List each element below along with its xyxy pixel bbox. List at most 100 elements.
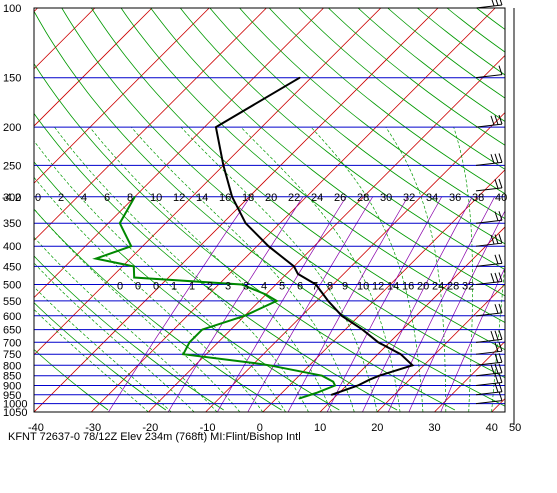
pressure-tick-label: 450 <box>3 261 21 273</box>
wind-barb <box>475 211 503 224</box>
pressure-tick-label: 100 <box>3 3 21 15</box>
dry-adiabat-lines <box>34 8 505 411</box>
moist-adiabat-line <box>34 176 264 412</box>
upper-scale-label: 16 <box>219 192 231 204</box>
upper-scale-label: 0 <box>35 192 41 204</box>
dewpoint-line-point <box>315 392 317 394</box>
dry-adiabat-line <box>34 302 167 411</box>
dry-adiabat-line <box>298 8 505 170</box>
isobar-lines <box>34 8 505 412</box>
moist-adiabat-line <box>240 126 401 412</box>
dry-adiabat-line <box>268 8 505 195</box>
temperature-line-point <box>368 378 371 381</box>
isotherm-line <box>262 169 505 412</box>
wind-barb-feather <box>498 391 503 401</box>
temperature-line-point <box>411 364 414 367</box>
dewpoint-line-point <box>253 362 256 364</box>
wind-barb-feather <box>498 353 503 363</box>
temperature-line-point <box>327 300 329 302</box>
mixing-ratio-label: 1 <box>189 281 195 293</box>
dry-adiabat-line <box>357 8 505 123</box>
pressure-tick-label: 550 <box>3 296 21 308</box>
mixing-ratio-label: 12 <box>372 281 384 293</box>
mixing-ratio-label: 24 <box>432 281 444 293</box>
temperature-tick-label-extra: 50 <box>509 422 521 434</box>
upper-scale-label: 28 <box>357 192 369 204</box>
dry-adiabat-line <box>387 8 505 99</box>
dry-adiabat-line <box>34 208 282 411</box>
wind-barb-feather <box>494 153 499 163</box>
isotherm-line <box>34 8 210 184</box>
pressure-tick-label: 900 <box>3 381 21 393</box>
upper-scale-label: 32 <box>403 192 415 204</box>
isotherm-line <box>434 340 505 412</box>
temperature-line-point <box>315 283 317 286</box>
station-caption: KFNT 72637-0 78/12Z Elev 234m (768ft) MI… <box>8 431 301 443</box>
dewpoint-line-point <box>275 300 278 302</box>
dry-adiabat-line <box>328 8 505 146</box>
mixing-ratio-line <box>326 196 443 412</box>
upper-scale-label: 22 <box>288 192 300 204</box>
mixing-ratio-label: 4 <box>261 281 267 293</box>
wind-barb <box>475 353 503 366</box>
temperature-line-point <box>222 164 225 167</box>
dewpoint-line-point <box>188 341 191 344</box>
upper-scale-label: 10 <box>150 192 162 204</box>
mixing-ratio-label: 2 <box>207 281 213 293</box>
wind-barb-feather <box>498 65 503 75</box>
upper-scale-label: 24 <box>311 192 323 204</box>
moist-adiabat-line <box>34 262 195 412</box>
dry-adiabat-line <box>61 8 505 379</box>
isotherm-line <box>34 8 267 241</box>
mixing-ratio-label: 16 <box>402 281 414 293</box>
pressure-tick-label: 1050 <box>3 407 27 419</box>
dry-adiabat-line <box>34 62 456 411</box>
wind-barb <box>475 0 503 9</box>
wind-barb-feather <box>494 383 499 393</box>
wind-barb-feather <box>498 330 503 340</box>
upper-scale-label: 12 <box>173 192 185 204</box>
pressure-tick-label: 250 <box>3 160 21 172</box>
moist-adiabat-line <box>34 236 218 412</box>
wind-barb <box>475 234 503 247</box>
isotherm-line <box>34 8 439 412</box>
mixing-ratio-label: 10 <box>357 281 369 293</box>
mixing-ratio-label: 14 <box>387 281 399 293</box>
temperature-tick-label: -10 <box>200 422 216 434</box>
wind-barb-feather <box>490 364 495 374</box>
wind-barbs <box>475 0 503 405</box>
temperature-tick-label: -40 <box>28 422 44 434</box>
wind-barb-feather <box>490 234 495 245</box>
wind-barb-feather <box>494 363 499 374</box>
upper-scale-label: 30 <box>380 192 392 204</box>
mixing-ratio-line <box>247 196 373 412</box>
mixing-ratio-label: 7 <box>312 281 318 293</box>
mixing-ratio-label: 6 <box>297 281 303 293</box>
wind-barb-feather <box>498 342 503 352</box>
temperature-line-point <box>231 196 233 198</box>
moist-adiabat-line <box>180 126 378 412</box>
isotherm-line <box>34 8 382 356</box>
isotherm-line <box>34 8 153 127</box>
temperature-tick-labels: -40 -30 -20 -10 0 10 20 30 40 50 <box>28 422 521 434</box>
upper-scale-label: 8 <box>127 192 133 204</box>
upper-scale-label: -4.2 <box>2 192 21 204</box>
mixing-ratio-labels: 0 0 0 1 1 2 3 3 4 5 6 7 8 9 10 12 14 16 20 24 28 32 <box>117 281 474 293</box>
temperature-tick-label: 0 <box>257 422 263 434</box>
dry-adiabat-line <box>34 255 224 411</box>
pressure-tick-label: 700 <box>3 337 21 349</box>
temperature-tick-label: 40 <box>486 422 498 434</box>
temperature-line-point <box>298 76 301 79</box>
mixing-ratio-line <box>362 196 473 412</box>
wind-barb-feather <box>490 154 495 164</box>
temperature-line-point <box>378 374 381 377</box>
dewpoint-line-point <box>130 245 132 247</box>
upper-scale-label: 40 <box>495 192 507 204</box>
pressure-tick-label: 800 <box>3 360 21 372</box>
wind-barb-feather <box>494 211 499 221</box>
wind-barb-feather <box>498 373 503 383</box>
mixing-ratio-label: 8 <box>327 281 333 293</box>
pressure-tick-label: 950 <box>3 390 21 402</box>
temperature-line-point <box>244 222 247 224</box>
isotherm-line <box>90 8 496 412</box>
